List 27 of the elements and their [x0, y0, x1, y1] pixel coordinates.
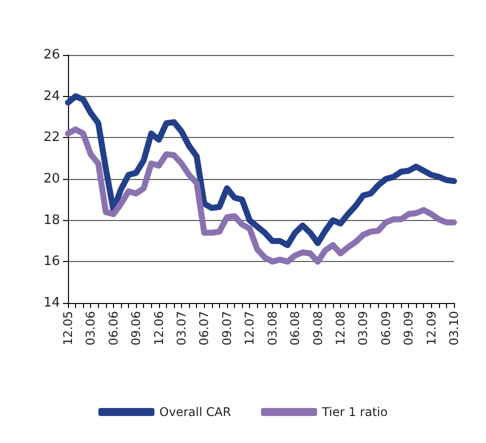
y-tick-label: 18	[43, 212, 60, 228]
y-tick-label: 24	[43, 88, 60, 104]
x-tick-label: 03.08	[265, 311, 280, 346]
x-tick-label: 03.09	[356, 311, 370, 346]
x-tick-label: 06.06	[106, 311, 120, 346]
x-tick-label: 12.07	[242, 311, 257, 346]
y-tick-label: 20	[43, 172, 60, 186]
y-tick-label: 26	[43, 48, 60, 62]
legend-label: Tier 1 ratio	[321, 405, 388, 419]
x-tick-label: 12.06	[152, 311, 166, 346]
x-tick-label: 09.08	[310, 311, 325, 346]
x-tick-label: 06.09	[378, 311, 393, 346]
y-tick-label: 14	[43, 296, 60, 310]
x-tick-label: 03.06	[84, 311, 98, 346]
x-tick-label: 06.07	[197, 311, 212, 346]
y-tick-label: 22	[43, 130, 60, 146]
y-tick-label: 16	[43, 254, 60, 270]
x-tick-label: 12.09	[424, 311, 438, 346]
x-tick-label: 09.06	[129, 311, 144, 346]
x-tick-label: 12.08	[333, 311, 348, 346]
x-tick-label: 06.08	[288, 311, 302, 346]
x-tick-label: 12.05	[61, 311, 75, 346]
x-tick-label: 03.07	[174, 311, 189, 346]
x-tick-label: 09.09	[402, 311, 416, 346]
legend-label: Overall CAR	[159, 405, 232, 419]
x-tick-label: 03.10	[447, 311, 461, 346]
x-tick-label: 09.07	[220, 311, 234, 346]
